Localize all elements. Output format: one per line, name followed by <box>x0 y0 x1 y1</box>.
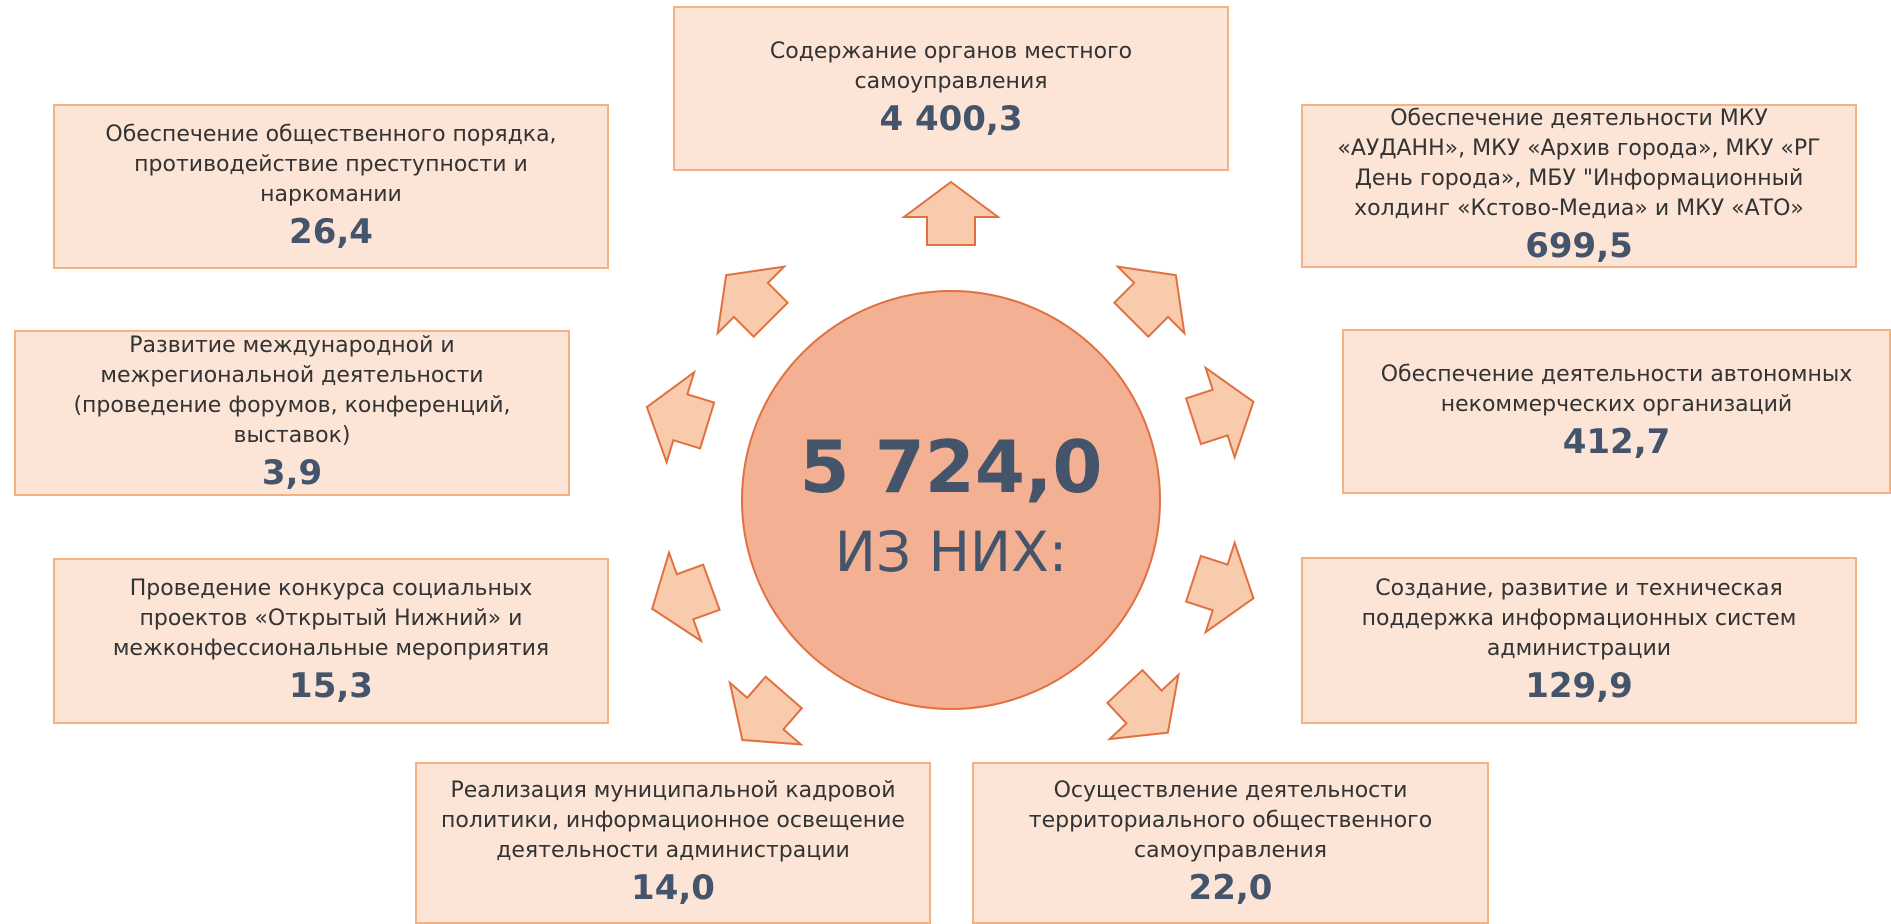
box-label: Осуществление деятельности <box>1053 778 1408 803</box>
category-box: Содержание органов местного самоуправлени… <box>673 6 1229 171</box>
arrow <box>1184 365 1255 461</box>
box-label: межконфессиональные мероприятия <box>112 636 550 661</box>
box-label: Обеспечение деятельности автономных <box>1380 361 1853 387</box>
arrow <box>728 675 804 746</box>
category-box: Проведение конкурса социальных проектов «… <box>53 558 609 724</box>
arrow <box>716 265 790 339</box>
box-label: поддержка информационных систем <box>1361 605 1797 631</box>
box-value: 4 400,3 <box>879 98 1023 139</box>
box-label: Проведение конкурса социальных <box>129 576 533 601</box>
box-label: противодействие преступности и <box>134 151 528 177</box>
category-box: Развитие международной и межрегиональной … <box>14 330 570 496</box>
arrow <box>1184 539 1255 635</box>
box-value: 22,0 <box>1188 868 1273 908</box>
box-label: территориального общественного <box>1028 808 1433 833</box>
box-label: холдинг «Кстово-Медиа» и МКУ «АТО» <box>1354 196 1804 221</box>
box-label: некоммерческих организаций <box>1440 391 1793 417</box>
box-label: Развитие международной и <box>129 333 455 358</box>
box-label: выставок) <box>233 423 351 448</box>
category-box: Обеспечение деятельности автономных неком… <box>1342 329 1891 494</box>
box-label: Обеспечение общественного порядка, <box>105 121 557 147</box>
box-label: Реализация муниципальной кадровой <box>450 778 896 803</box>
box-label: Обеспечение деятельности МКУ <box>1390 106 1768 131</box>
category-box: Обеспечение общественного порядка, против… <box>53 104 609 269</box>
box-label: Создание, развитие и техническая <box>1375 575 1783 601</box>
category-box: Осуществление деятельности территориально… <box>972 762 1489 924</box>
arrow <box>651 549 721 644</box>
box-label: самоуправления <box>1134 838 1327 863</box>
box-label: политики, информационное освещение <box>441 808 905 833</box>
box-value: 699,5 <box>1525 226 1633 266</box>
box-value: 15,3 <box>289 666 373 706</box>
arrow <box>1105 668 1180 741</box>
box-label: межрегиональной деятельности <box>100 363 484 388</box>
box-value: 129,9 <box>1525 665 1633 706</box>
box-label: наркомании <box>260 181 402 207</box>
box-label: администрации <box>1486 635 1672 661</box>
arrow <box>1112 265 1186 339</box>
box-label: Содержание органов местного <box>769 38 1133 64</box>
box-value: 412,7 <box>1562 421 1671 462</box>
box-label: самоуправления <box>854 68 1048 94</box>
arrow <box>645 369 716 466</box>
category-box: Обеспечение деятельности МКУ «АУДАНН», МК… <box>1301 104 1857 268</box>
box-label: День города», МБУ "Информационный <box>1354 166 1804 191</box>
category-box: Создание, развитие и техническая поддержк… <box>1301 557 1857 724</box>
box-label: (проведение форумов, конференций, <box>73 393 511 418</box>
arrows <box>645 180 1255 746</box>
box-value: 14,0 <box>631 868 715 908</box>
center-circle <box>741 290 1161 710</box>
box-label: проектов «Открытый Нижний» и <box>139 606 523 631</box>
box-label: «АУДАНН», МКУ «Архив города», МКУ «РГ <box>1337 136 1821 161</box>
box-label: деятельности администрации <box>496 838 850 863</box>
center-caption: ИЗ НИХ: <box>834 520 1068 584</box>
box-value: 26,4 <box>289 211 373 252</box>
center-total: 5 724,0 <box>799 425 1103 509</box>
arrow <box>900 180 1002 246</box>
box-value: 3,9 <box>261 453 323 493</box>
category-box: Реализация муниципальной кадровой политик… <box>415 762 931 924</box>
